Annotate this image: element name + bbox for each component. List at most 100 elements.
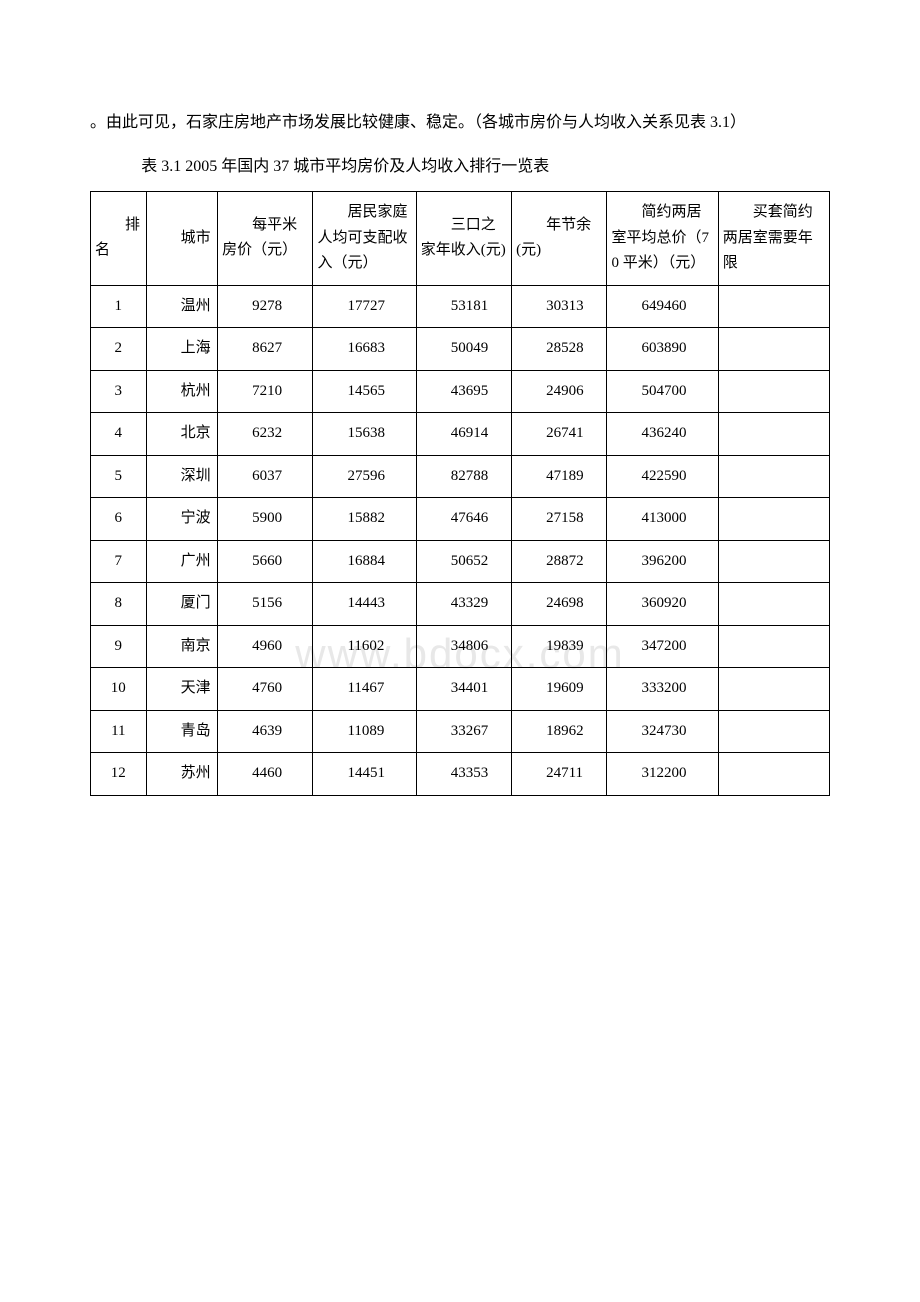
- cell-city: 苏州: [146, 753, 218, 796]
- table-header-row: 排名 城市 每平米房价（元） 居民家庭人均可支配收入（元） 三口之家年收入(元)…: [91, 192, 830, 286]
- cell-income: 17727: [313, 285, 416, 328]
- cell-years: [718, 668, 829, 711]
- table-row: 4北京6232156384691426741436240: [91, 413, 830, 456]
- cell-years: [718, 625, 829, 668]
- cell-total: 504700: [607, 370, 718, 413]
- table-title: 表 3.1 2005 年国内 37 城市平均房价及人均收入排行一览表: [90, 154, 830, 180]
- data-table: 排名 城市 每平米房价（元） 居民家庭人均可支配收入（元） 三口之家年收入(元)…: [90, 191, 830, 796]
- cell-rank: 2: [91, 328, 147, 371]
- table-row: 1温州9278177275318130313649460: [91, 285, 830, 328]
- cell-total: 413000: [607, 498, 718, 541]
- cell-income: 16683: [313, 328, 416, 371]
- cell-family: 47646: [416, 498, 511, 541]
- cell-rank: 4: [91, 413, 147, 456]
- cell-years: [718, 753, 829, 796]
- cell-price: 9278: [218, 285, 313, 328]
- cell-rank: 3: [91, 370, 147, 413]
- table-row: 8厦门5156144434332924698360920: [91, 583, 830, 626]
- cell-city: 深圳: [146, 455, 218, 498]
- cell-years: [718, 370, 829, 413]
- cell-family: 34806: [416, 625, 511, 668]
- cell-price: 5900: [218, 498, 313, 541]
- cell-total: 396200: [607, 540, 718, 583]
- table-row: 7广州5660168845065228872396200: [91, 540, 830, 583]
- cell-family: 33267: [416, 710, 511, 753]
- table-row: 9南京4960116023480619839347200: [91, 625, 830, 668]
- cell-years: [718, 583, 829, 626]
- cell-rank: 5: [91, 455, 147, 498]
- cell-rank: 11: [91, 710, 147, 753]
- cell-years: [718, 285, 829, 328]
- cell-total: 360920: [607, 583, 718, 626]
- cell-save: 28872: [512, 540, 607, 583]
- cell-total: 324730: [607, 710, 718, 753]
- cell-city: 厦门: [146, 583, 218, 626]
- table-row: 5深圳6037275968278847189422590: [91, 455, 830, 498]
- header-years: 买套简约两居室需要年限: [718, 192, 829, 286]
- cell-family: 34401: [416, 668, 511, 711]
- cell-income: 15882: [313, 498, 416, 541]
- cell-income: 14443: [313, 583, 416, 626]
- cell-city: 天津: [146, 668, 218, 711]
- cell-family: 43329: [416, 583, 511, 626]
- cell-family: 50049: [416, 328, 511, 371]
- cell-price: 5156: [218, 583, 313, 626]
- header-save: 年节余(元): [512, 192, 607, 286]
- cell-income: 11602: [313, 625, 416, 668]
- cell-income: 16884: [313, 540, 416, 583]
- cell-rank: 9: [91, 625, 147, 668]
- cell-save: 24906: [512, 370, 607, 413]
- cell-total: 333200: [607, 668, 718, 711]
- cell-rank: 8: [91, 583, 147, 626]
- cell-income: 15638: [313, 413, 416, 456]
- cell-years: [718, 710, 829, 753]
- cell-save: 24698: [512, 583, 607, 626]
- cell-rank: 12: [91, 753, 147, 796]
- cell-rank: 7: [91, 540, 147, 583]
- cell-years: [718, 413, 829, 456]
- cell-city: 北京: [146, 413, 218, 456]
- cell-save: 19609: [512, 668, 607, 711]
- cell-family: 50652: [416, 540, 511, 583]
- cell-income: 27596: [313, 455, 416, 498]
- cell-price: 6232: [218, 413, 313, 456]
- cell-years: [718, 498, 829, 541]
- cell-save: 27158: [512, 498, 607, 541]
- cell-save: 30313: [512, 285, 607, 328]
- table-row: 3杭州7210145654369524906504700: [91, 370, 830, 413]
- cell-total: 347200: [607, 625, 718, 668]
- cell-income: 11089: [313, 710, 416, 753]
- table-row: 11青岛4639110893326718962324730: [91, 710, 830, 753]
- cell-rank: 6: [91, 498, 147, 541]
- cell-years: [718, 540, 829, 583]
- cell-price: 4460: [218, 753, 313, 796]
- cell-total: 649460: [607, 285, 718, 328]
- cell-family: 43695: [416, 370, 511, 413]
- cell-save: 26741: [512, 413, 607, 456]
- header-price: 每平米房价（元）: [218, 192, 313, 286]
- cell-income: 14565: [313, 370, 416, 413]
- cell-income: 14451: [313, 753, 416, 796]
- cell-family: 53181: [416, 285, 511, 328]
- header-total: 简约两居室平均总价（70 平米）（元）: [607, 192, 718, 286]
- cell-total: 312200: [607, 753, 718, 796]
- cell-price: 6037: [218, 455, 313, 498]
- cell-city: 上海: [146, 328, 218, 371]
- cell-save: 19839: [512, 625, 607, 668]
- table-row: 12苏州4460144514335324711312200: [91, 753, 830, 796]
- intro-paragraph: 。由此可见，石家庄房地产市场发展比较健康、稳定。（各城市房价与人均收入关系见表 …: [90, 110, 830, 136]
- cell-city: 杭州: [146, 370, 218, 413]
- page-content: 。由此可见，石家庄房地产市场发展比较健康、稳定。（各城市房价与人均收入关系见表 …: [90, 110, 830, 796]
- cell-income: 11467: [313, 668, 416, 711]
- cell-price: 7210: [218, 370, 313, 413]
- cell-city: 广州: [146, 540, 218, 583]
- cell-family: 46914: [416, 413, 511, 456]
- cell-rank: 1: [91, 285, 147, 328]
- cell-total: 436240: [607, 413, 718, 456]
- header-family: 三口之家年收入(元): [416, 192, 511, 286]
- cell-price: 4760: [218, 668, 313, 711]
- cell-price: 8627: [218, 328, 313, 371]
- cell-total: 603890: [607, 328, 718, 371]
- cell-family: 82788: [416, 455, 511, 498]
- cell-family: 43353: [416, 753, 511, 796]
